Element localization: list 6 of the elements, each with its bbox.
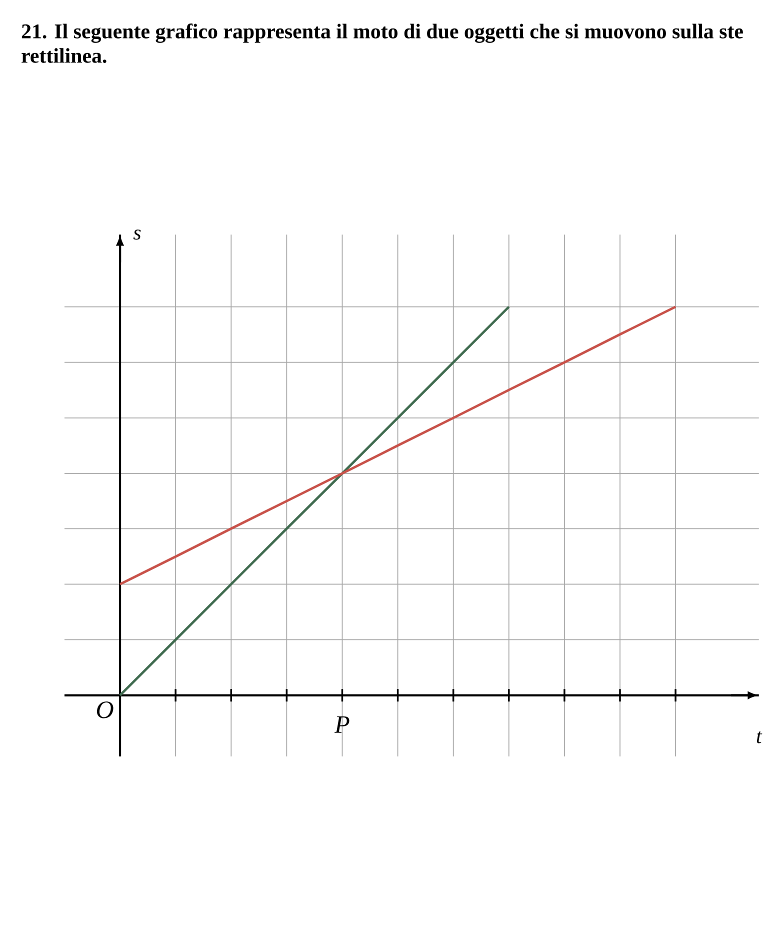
text: O [96, 701, 114, 718]
chart-subtitle: rettilinea. [22, 48, 106, 63]
chart-title: 21. Il seguente grafico rappresenta il moto di due oggetti che si muovono sulla ste [22, 24, 743, 43]
x-axis-title: t [756, 731, 762, 744]
text: P [334, 716, 350, 733]
y-axis-title: s [133, 230, 141, 240]
